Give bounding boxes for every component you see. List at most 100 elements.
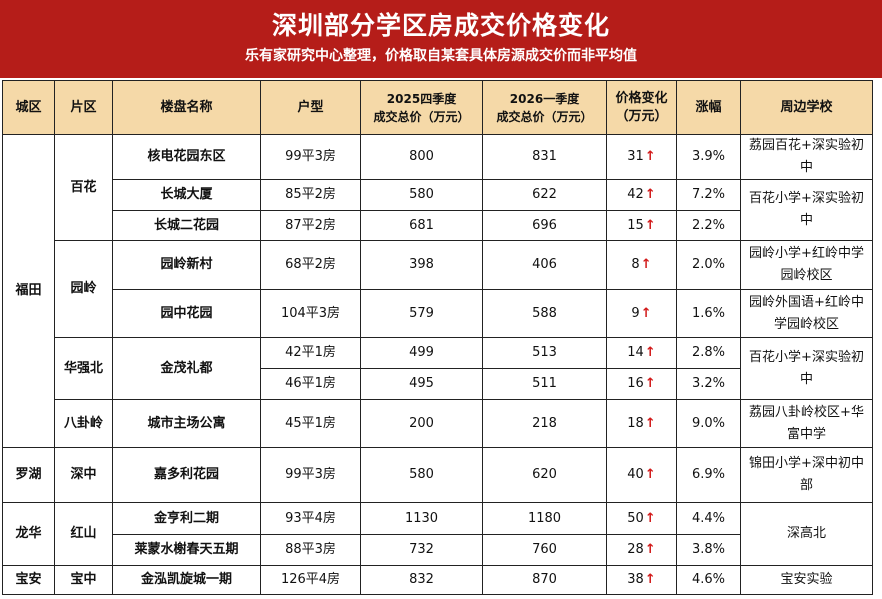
q1-price-cell: 760 xyxy=(482,534,607,566)
change-value: 31 xyxy=(627,149,644,164)
school-cell: 锦田小学+深中初中部 xyxy=(740,447,873,503)
q1-price-cell: 588 xyxy=(482,289,607,338)
q4-price-cell: 732 xyxy=(360,534,483,566)
layout-cell: 42平1房 xyxy=(260,337,361,369)
city-cell: 龙华 xyxy=(2,502,55,566)
estate-cell: 长城大厦 xyxy=(112,179,261,211)
school-cell: 宝安实验 xyxy=(740,565,873,595)
school-cell: 园岭外国语+红岭中学园岭校区 xyxy=(740,289,873,338)
estate-cell: 金茂礼都 xyxy=(112,337,261,400)
school-cell: 深高北 xyxy=(740,502,873,566)
up-arrow-icon: ↑ xyxy=(644,415,656,431)
area-cell: 华强北 xyxy=(54,337,113,400)
change-cell: 8↑ xyxy=(606,240,677,290)
header-q4-2025: 2025四季度 成交总价（万元） xyxy=(360,80,483,135)
table-row: 长城大厦 85平2房 580 622 42↑ 7.2% 百花小学+深实验初中 xyxy=(3,179,873,241)
pct-cell: 4.4% xyxy=(676,502,741,535)
header-area: 片区 xyxy=(54,80,113,135)
table-row: 宝安 宝中 金泓凯旋城一期 126平4房 832 870 38↑ 4.6% 宝安… xyxy=(2,565,873,595)
area-cell: 百花 xyxy=(54,134,113,241)
change-value: 50 xyxy=(627,510,644,526)
change-cell: 16↑ xyxy=(606,368,677,400)
layout-cell: 99平3房 xyxy=(260,447,361,503)
header-school: 周边学校 xyxy=(740,80,873,135)
estate-cell: 城市主场公寓 xyxy=(112,399,261,448)
pct-cell: 2.8% xyxy=(676,337,741,369)
up-arrow-icon: ↑ xyxy=(640,305,652,321)
up-arrow-icon: ↑ xyxy=(644,376,656,391)
school-cell: 百花小学+深实验初中 xyxy=(740,337,873,400)
area-cell: 宝中 xyxy=(54,565,113,595)
change-value: 42 xyxy=(627,187,644,202)
pct-cell: 4.6% xyxy=(676,565,741,595)
q4-price-cell: 495 xyxy=(360,368,483,400)
city-cell: 宝安 xyxy=(2,565,55,595)
change-value: 28 xyxy=(627,542,644,557)
change-cell: 42↑ xyxy=(606,179,677,211)
up-arrow-icon: ↑ xyxy=(644,510,656,526)
pct-cell: 9.0% xyxy=(676,399,741,448)
q1-price-cell: 870 xyxy=(482,565,607,595)
estate-cell: 长城二花园 xyxy=(112,210,261,241)
change-value: 9 xyxy=(631,305,640,321)
up-arrow-icon: ↑ xyxy=(644,149,656,164)
page-subtitle: 乐有家研究中心整理，价格取自某套具体房源成交价而非平均值 xyxy=(245,48,637,64)
header-q1-2026: 2026一季度 成交总价（万元） xyxy=(482,80,607,135)
q1-price-cell: 511 xyxy=(482,368,607,400)
header-row: 城区 片区 楼盘名称 户型 2025四季度 成交总价（万元） 2026一季度 成… xyxy=(2,80,873,135)
school-cell: 百花小学+深实验初中 xyxy=(740,179,873,241)
change-cell: 28↑ xyxy=(606,534,677,566)
school-cell: 荔园八卦岭校区+华富中学 xyxy=(740,399,873,448)
layout-cell: 85平2房 xyxy=(260,179,361,211)
layout-cell: 45平1房 xyxy=(260,399,361,448)
change-cell: 14↑ xyxy=(606,337,677,369)
up-arrow-icon: ↑ xyxy=(640,257,652,272)
up-arrow-icon: ↑ xyxy=(644,572,656,587)
layout-cell: 99平3房 xyxy=(260,134,361,180)
change-cell: 40↑ xyxy=(606,447,677,503)
layout-cell: 87平2房 xyxy=(260,210,361,241)
q4-price-cell: 832 xyxy=(360,565,483,595)
pct-cell: 3.8% xyxy=(676,534,741,566)
change-cell: 31↑ xyxy=(606,134,677,180)
pct-cell: 3.9% xyxy=(676,134,741,180)
table-row: 莱蒙水榭春天五期 88平3房 732 760 28↑ 3.8% xyxy=(3,534,873,566)
header-change: 价格变化 （万元） xyxy=(606,80,677,135)
table-row: 八卦岭 城市主场公寓 45平1房 200 218 18↑ 9.0% 荔园八卦岭校… xyxy=(3,399,873,448)
estate-cell: 金泓凯旋城一期 xyxy=(112,565,261,595)
page-title: 深圳部分学区房成交价格变化 xyxy=(271,11,610,40)
estate-cell: 园中花园 xyxy=(112,289,261,338)
table-row: 福田 百花 核电花园东区 99平3房 800 831 31↑ 3.9% 荔园百花… xyxy=(2,134,873,448)
area-cell: 红山 xyxy=(54,502,113,566)
q1-price-cell: 218 xyxy=(482,399,607,448)
q4-price-cell: 499 xyxy=(360,337,483,369)
table-row: 园中花园 104平3房 579 588 9↑ 1.6% 园岭外国语+红岭中学园岭… xyxy=(3,289,873,338)
change-value: 38 xyxy=(627,572,644,587)
q4-price-cell: 200 xyxy=(360,399,483,448)
estate-cell: 嘉多利花园 xyxy=(112,447,261,503)
city-cell: 福田 xyxy=(2,134,55,448)
change-value: 15 xyxy=(627,217,644,233)
q1-price-cell: 1180 xyxy=(482,502,607,535)
q4-price-cell: 580 xyxy=(360,179,483,211)
up-arrow-icon: ↑ xyxy=(644,217,656,233)
change-value: 8 xyxy=(631,257,640,272)
pct-cell: 6.9% xyxy=(676,447,741,503)
pct-cell: 2.0% xyxy=(676,240,741,290)
price-table: 城区 片区 楼盘名称 户型 2025四季度 成交总价（万元） 2026一季度 成… xyxy=(2,80,873,595)
change-cell: 18↑ xyxy=(606,399,677,448)
table-row: 46平1房 495 511 16↑ 3.2% xyxy=(3,368,873,400)
estate-cell: 核电花园东区 xyxy=(112,134,261,180)
estate-cell: 园岭新村 xyxy=(112,240,261,290)
header-estate: 楼盘名称 xyxy=(112,80,261,135)
table-row: 龙华 红山 金亨利二期 93平4房 1130 1180 50↑ 4.4% 深高北 xyxy=(2,502,873,566)
area-cell: 深中 xyxy=(54,447,113,503)
school-cell: 园岭小学+红岭中学园岭校区 xyxy=(740,240,873,290)
layout-cell: 46平1房 xyxy=(260,368,361,400)
header-layout: 户型 xyxy=(260,80,361,135)
up-arrow-icon: ↑ xyxy=(644,542,656,557)
pct-cell: 7.2% xyxy=(676,179,741,211)
area-cell: 园岭 xyxy=(54,240,113,338)
change-value: 18 xyxy=(627,415,644,431)
estate-cell: 莱蒙水榭春天五期 xyxy=(112,534,261,566)
